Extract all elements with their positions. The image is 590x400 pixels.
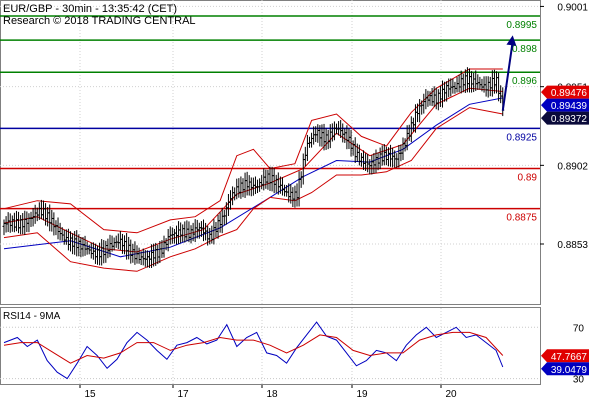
x-tick-label: 18 xyxy=(266,389,278,400)
price-tag-label: 0.89439 xyxy=(551,101,588,112)
rsi-tag-box xyxy=(541,362,589,376)
rsi-panel: 70 30 47.7667 39.0479 RSI14 - 9MA xyxy=(0,307,589,386)
forecast-arrow xyxy=(501,35,517,111)
main-axis-background xyxy=(541,0,590,305)
rsi-y-axis: 70 30 xyxy=(573,323,585,385)
y-tick-label: 0.8902 xyxy=(557,161,588,172)
bollinger-band-line xyxy=(3,107,503,272)
chart-title: EUR/GBP - 30min - 13:35:42 (CET) xyxy=(3,3,177,15)
x-tick-label: 15 xyxy=(84,389,96,400)
price-bars xyxy=(2,67,505,268)
price-tag-label: 0.89372 xyxy=(551,114,588,125)
price-tags: 0.89476 0.89439 0.89372 xyxy=(541,85,589,125)
rsi-plot-frame xyxy=(0,307,541,385)
level-label: 0.89 xyxy=(518,173,538,184)
level-label: 0.8925 xyxy=(506,132,537,143)
price-tag-box xyxy=(541,98,589,112)
price-tag-label: 0.89476 xyxy=(551,88,588,99)
x-axis: 15 17 18 19 20 xyxy=(79,385,457,400)
rsi-line xyxy=(3,321,504,380)
rsi-tag-label: 39.0479 xyxy=(551,365,588,376)
rsi-y-tick-label: 30 xyxy=(573,375,585,386)
y-tick-label: 0.8853 xyxy=(557,240,588,251)
rsi-value-tags: 47.7667 39.0479 xyxy=(541,349,589,376)
rsi-lines xyxy=(3,321,504,380)
x-tick-label: 17 xyxy=(177,389,189,400)
rsi-ma-line xyxy=(3,331,504,364)
x-tick-label: 19 xyxy=(356,389,368,400)
bollinger-band-line xyxy=(3,68,503,234)
main-panel: 0.8995 0.898 0.896 0.8925 0.89 0.8875 0.9001 0… xyxy=(0,0,590,305)
x-tick-label: 20 xyxy=(445,389,457,400)
rsi-tag-box xyxy=(541,349,589,363)
price-tag-box xyxy=(541,111,589,125)
level-label: 0.896 xyxy=(512,76,537,87)
chart-credit: Research © 2018 TRADING CENTRAL xyxy=(3,15,196,27)
rsi-tag-label: 47.7667 xyxy=(551,352,588,363)
forecast-arrow-shaft xyxy=(501,41,514,111)
rsi-y-tick-label: 70 xyxy=(573,323,585,334)
main-plot-frame xyxy=(0,0,541,305)
level-label: 0.898 xyxy=(512,44,537,55)
rsi-title: RSI14 - 9MA xyxy=(3,311,61,322)
level-label: 0.8875 xyxy=(506,213,537,224)
rsi-gridlines xyxy=(0,308,540,385)
main-gridlines xyxy=(0,0,540,305)
forecast-arrow-head xyxy=(506,35,517,46)
y-tick-label: 0.9001 xyxy=(557,2,588,13)
price-tag-box xyxy=(541,85,589,99)
level-label: 0.8995 xyxy=(506,20,537,31)
